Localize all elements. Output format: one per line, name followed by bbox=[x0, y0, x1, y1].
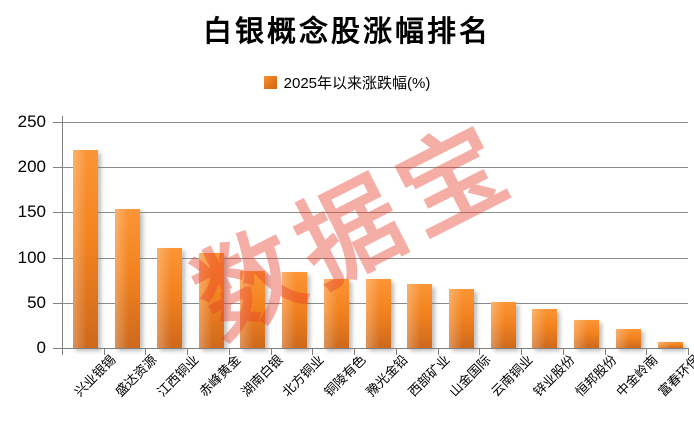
bar-云南铜业 bbox=[490, 301, 516, 348]
y-tick bbox=[53, 348, 62, 349]
x-tick bbox=[145, 348, 147, 355]
y-tick bbox=[53, 122, 62, 123]
x-tick bbox=[62, 348, 63, 355]
x-tick bbox=[103, 348, 105, 355]
gridline bbox=[62, 212, 688, 214]
bar-恒邦股份 bbox=[574, 319, 600, 348]
bar-富春环保 bbox=[657, 341, 683, 348]
x-tick bbox=[312, 348, 314, 355]
chart-title: 白银概念股涨幅排名 bbox=[202, 14, 491, 48]
x-tick bbox=[688, 348, 689, 355]
x-tick bbox=[437, 348, 439, 355]
bar-赤峰黄金 bbox=[198, 253, 224, 348]
bar-兴业银锡 bbox=[73, 150, 99, 348]
legend-swatch-icon bbox=[263, 76, 277, 89]
y-axis-label: 150 bbox=[17, 202, 46, 222]
y-axis-label: 100 bbox=[17, 247, 46, 267]
bar-铜陵有色 bbox=[323, 279, 349, 348]
bar-锌业股份 bbox=[532, 309, 558, 348]
bar-中金岭南 bbox=[615, 329, 641, 348]
x-tick bbox=[646, 348, 648, 355]
bar-江西铜业 bbox=[156, 247, 182, 348]
x-tick bbox=[354, 348, 356, 355]
gridline bbox=[62, 122, 688, 123]
bar-北方铜业 bbox=[282, 272, 308, 348]
bar-西部矿业 bbox=[407, 283, 433, 348]
y-tick bbox=[53, 212, 62, 214]
legend-label: 2025年以来涨跌幅(%) bbox=[283, 75, 431, 92]
y-axis-line bbox=[62, 116, 63, 348]
x-tick bbox=[270, 348, 272, 355]
x-tick bbox=[187, 348, 189, 355]
y-tick bbox=[53, 302, 62, 304]
bar-豫光金铅 bbox=[365, 279, 391, 348]
y-axis-label: 0 bbox=[36, 338, 46, 357]
bar-山金国际 bbox=[448, 289, 474, 348]
x-tick bbox=[395, 348, 397, 355]
x-tick bbox=[604, 348, 606, 355]
legend: 2025年以来涨跌幅(%) bbox=[0, 72, 694, 93]
y-tick bbox=[53, 167, 62, 169]
y-axis-label: 250 bbox=[17, 112, 46, 131]
x-tick bbox=[228, 348, 230, 355]
bar-湖南白银 bbox=[240, 271, 266, 348]
x-tick bbox=[521, 348, 523, 355]
y-axis-label: 50 bbox=[27, 292, 46, 312]
bar-盛达资源 bbox=[115, 208, 141, 348]
y-tick bbox=[53, 257, 62, 259]
y-axis-label: 200 bbox=[17, 157, 46, 177]
gridline bbox=[62, 257, 688, 259]
x-axis-line bbox=[62, 348, 688, 349]
x-tick bbox=[562, 348, 564, 355]
gridline bbox=[62, 167, 688, 169]
x-tick bbox=[479, 348, 481, 355]
